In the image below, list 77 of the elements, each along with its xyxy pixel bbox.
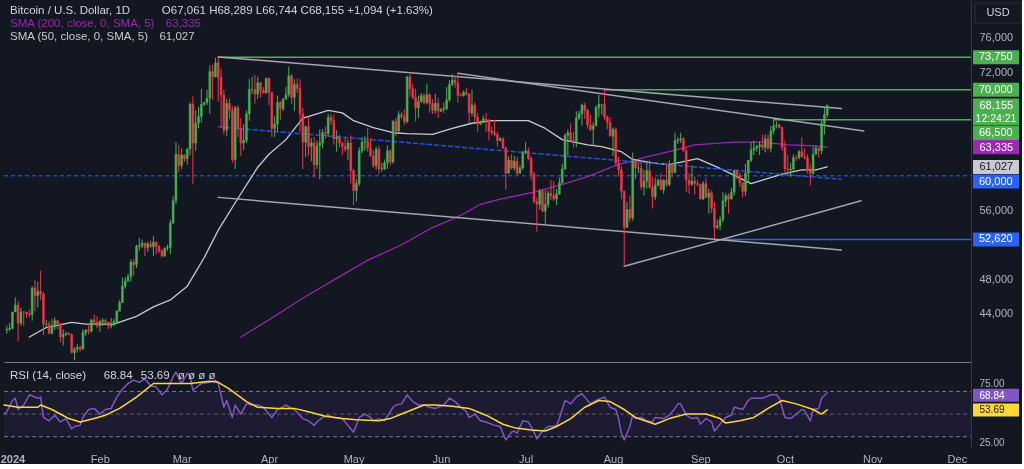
candlestick (177, 144, 180, 173)
candlestick (211, 64, 214, 101)
data-label: 52,620 (979, 232, 1013, 245)
candlestick (304, 125, 307, 158)
text: SMA (200, close, 0, SMA, 5) (10, 17, 155, 29)
candlestick (256, 76, 259, 100)
candlestick (394, 117, 398, 137)
x-tick-label: Feb (90, 452, 110, 465)
text: RSI (14, close) (10, 369, 87, 381)
x-tick-label: Jun (432, 452, 451, 465)
y-tick-label: 44,000 (979, 307, 1014, 320)
candlestick (456, 71, 460, 104)
candlestick (552, 180, 555, 202)
line-series (3, 371, 828, 441)
x-tick-label: Jul (519, 452, 534, 465)
candlestick (279, 100, 282, 121)
candlestick (290, 73, 293, 105)
candlestick (549, 179, 553, 201)
candlestick (310, 137, 313, 162)
y-tick-label: 68.84 (979, 389, 1005, 401)
annotation: ø ø ø ø (177, 369, 216, 381)
data-label: 70,000 (979, 82, 1013, 95)
x-tick-label: May (343, 452, 365, 465)
text: 12:24:21 (975, 111, 1017, 124)
candlestick (625, 201, 629, 229)
y-tick-label: 63,335 (979, 140, 1014, 153)
x-tick-label: 2024 (0, 452, 27, 465)
x-tick-label: Nov (863, 452, 884, 465)
candlestick (628, 195, 632, 223)
y-tick-label: 48,000 (979, 272, 1014, 285)
y-tick-label: 76,000 (979, 31, 1014, 44)
candlestick (414, 88, 417, 123)
candlestick (343, 137, 347, 153)
candlestick (374, 146, 378, 171)
candlestick (276, 95, 279, 133)
x-tick-label: Sep (691, 452, 711, 465)
data-label: 73,750 (979, 50, 1013, 63)
y-tick-label: 68,155 (979, 99, 1014, 112)
x-tick-label: Mar (172, 452, 192, 465)
y-tick-label: 61,027 (979, 160, 1014, 173)
candlestick (318, 128, 321, 180)
line-series (28, 109, 828, 338)
chart-title: Bitcoin / U.S. Dollar, 1D (10, 4, 131, 16)
x-tick-label: Dec (947, 452, 968, 465)
candlestick (366, 127, 369, 153)
candlestick (538, 188, 541, 210)
y-tick-label: 56,000 (979, 203, 1014, 216)
candlestick (287, 65, 290, 98)
line-series (3, 380, 828, 432)
candlestick (467, 92, 471, 124)
x-tick-label: Apr (260, 452, 279, 465)
y-tick-label: 25.00 (979, 436, 1005, 448)
x-tick-label: Aug (603, 452, 624, 465)
data-label: 66,500 (979, 126, 1013, 139)
candlestick (194, 109, 197, 152)
candlestick (312, 136, 316, 179)
candlestick (327, 113, 330, 138)
x-tick-label: Oct (776, 452, 794, 465)
text: 61,027 (159, 30, 195, 42)
candlestick (372, 149, 375, 169)
candlestick (665, 163, 668, 188)
annotation: 53.69 (140, 369, 170, 381)
y-axis-title: USD (986, 6, 1010, 18)
candlestick (417, 95, 420, 119)
y-tick-label: 53.69 (979, 404, 1005, 416)
annotation: O67,061 H68,289 L66,744 C68,155 +1,094 (+1.63%) (161, 4, 434, 16)
text: 63,335 (165, 17, 202, 29)
text: SMA (50, close, 0, SMA, 5) (10, 30, 149, 42)
candlestick (253, 74, 257, 104)
candlestick (16, 300, 20, 342)
candlestick (693, 176, 696, 196)
y-tick-label: 75.00 (979, 377, 1005, 389)
y-tick-label: 72,000 (979, 65, 1014, 78)
ref-line-label: 60,000 (979, 174, 1013, 187)
candlestick (214, 57, 217, 79)
candlestick (307, 115, 310, 157)
annotation: 68.84 (103, 369, 134, 381)
